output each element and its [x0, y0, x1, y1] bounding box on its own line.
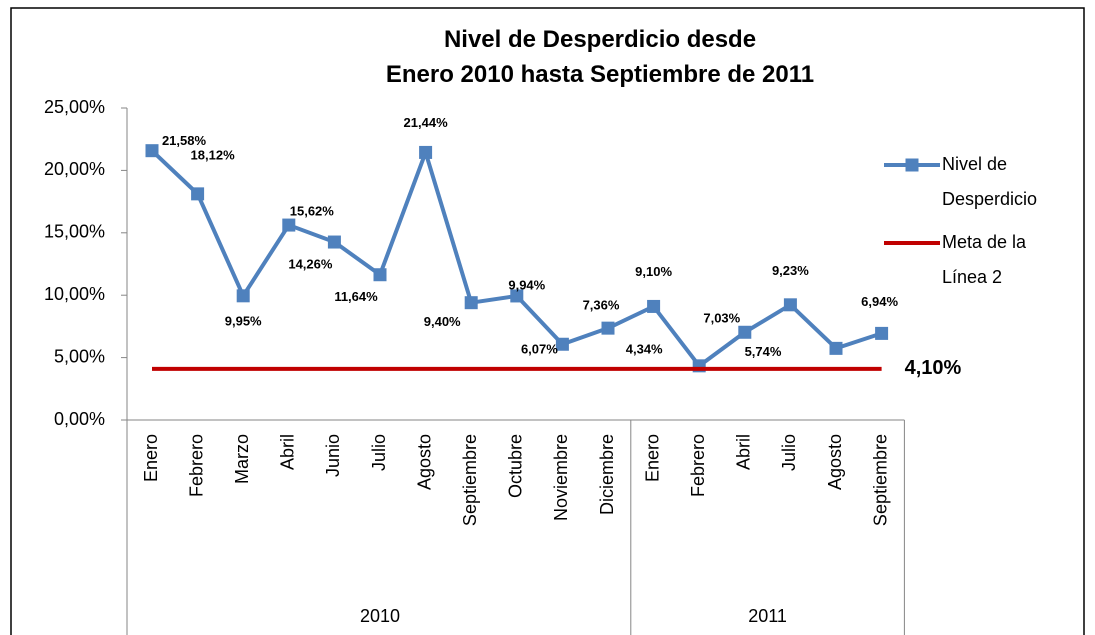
- x-tick-label: Septiembre: [460, 434, 480, 526]
- x-tick-label: Enero: [642, 434, 662, 482]
- marker: [282, 218, 296, 232]
- data-label: 9,23%: [772, 263, 809, 278]
- marker: [327, 235, 341, 249]
- marker: [191, 187, 205, 201]
- chart-title: Nivel de Desperdicio desde Enero 2010 ha…: [385, 26, 815, 88]
- x-tick-label: Septiembre: [870, 434, 890, 526]
- x-tick-label: Octubre: [506, 434, 526, 498]
- data-label: 21,58%: [162, 133, 207, 148]
- x-tick-label: Junio: [323, 434, 343, 477]
- marker: [829, 341, 843, 355]
- y-tick-label: 15,00%: [44, 222, 105, 242]
- legend-label: Meta de la Línea 2: [942, 232, 1027, 287]
- marker: [419, 145, 433, 159]
- data-label: 4,10%: [905, 357, 962, 379]
- data-label: 21,44%: [404, 115, 449, 130]
- marker: [464, 296, 478, 310]
- x-tick-label: Diciembre: [597, 434, 617, 515]
- data-label: 9,95%: [225, 313, 262, 328]
- data-label: 11,64%: [334, 289, 378, 304]
- legend-label: Nivel de Desperdicio: [942, 154, 1038, 209]
- x-tick-label: Marzo: [232, 434, 252, 484]
- marker: [145, 144, 159, 158]
- data-label: 7,03%: [703, 311, 740, 326]
- data-label: 14,26%: [288, 256, 333, 271]
- data-label: 7,36%: [583, 298, 620, 313]
- group-label: 2011: [748, 606, 787, 626]
- x-tick-label: Febrero: [186, 434, 206, 497]
- x-tick-label: Noviembre: [551, 434, 571, 521]
- marker: [555, 337, 569, 351]
- chart-border: [10, 7, 1085, 635]
- data-line: [150, 149, 883, 368]
- data-label: 9,40%: [424, 314, 461, 329]
- marker: [738, 325, 752, 339]
- x-tick-label: Julio: [779, 434, 799, 471]
- marker: [783, 298, 797, 312]
- x-tick-label: Abril: [734, 434, 754, 470]
- data-label: 9,10%: [635, 264, 672, 279]
- group-label: 2010: [360, 606, 400, 626]
- data-label: 6,07%: [521, 342, 558, 357]
- y-tick-label: 0,00%: [54, 409, 105, 429]
- marker: [373, 268, 387, 282]
- x-tick-label: Abril: [278, 434, 298, 470]
- data-label: 5,74%: [745, 344, 782, 359]
- marker: [236, 289, 250, 303]
- data-label: 4,34%: [626, 341, 663, 356]
- y-tick-label: 5,00%: [54, 346, 105, 366]
- legend-marker: [905, 158, 919, 172]
- y-tick-label: 25,00%: [44, 97, 105, 117]
- x-tick-label: Febrero: [688, 434, 708, 497]
- x-tick-label: Agosto: [825, 434, 845, 490]
- marker: [601, 321, 615, 335]
- y-tick-label: 20,00%: [44, 159, 105, 179]
- marker: [510, 289, 524, 303]
- data-label: 9,94%: [508, 277, 545, 292]
- marker: [875, 326, 889, 340]
- data-label: 18,12%: [191, 147, 236, 162]
- data-label: 15,62%: [290, 203, 335, 218]
- x-tick-label: Enero: [141, 434, 161, 482]
- x-tick-label: Agosto: [414, 434, 434, 490]
- data-label: 6,94%: [861, 294, 898, 309]
- x-tick-label: Julio: [369, 434, 389, 471]
- marker: [647, 299, 661, 313]
- y-tick-label: 10,00%: [44, 284, 105, 304]
